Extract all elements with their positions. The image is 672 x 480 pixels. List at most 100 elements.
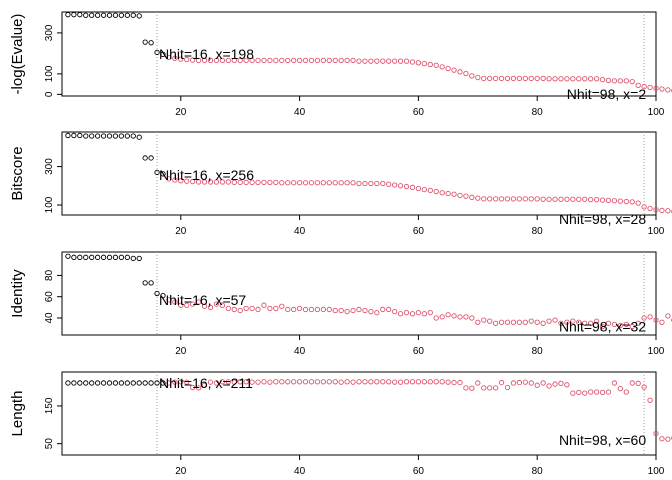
plot-frame <box>61 131 657 216</box>
x-tick-label: 20 <box>175 346 187 357</box>
x-tick-label: 20 <box>175 226 187 237</box>
x-tick-label: 100 <box>648 346 665 357</box>
top-hit-point <box>71 254 77 260</box>
top-hit-point <box>83 133 89 139</box>
hit-point <box>320 57 327 64</box>
hit-point <box>576 76 582 82</box>
hit-point <box>320 180 327 186</box>
hit-point <box>457 314 463 320</box>
top-hit-point <box>100 133 107 139</box>
hit-point <box>409 311 416 317</box>
hit-point <box>362 180 368 187</box>
hit-point <box>403 379 410 385</box>
hit-point <box>564 76 570 82</box>
hit-point <box>534 196 540 202</box>
hit-point <box>207 57 214 64</box>
hit-point <box>344 57 350 64</box>
hit-point <box>492 320 499 326</box>
hit-point <box>279 180 285 186</box>
x-tick-label: 60 <box>413 226 425 237</box>
top-hit-point <box>89 12 95 18</box>
hit-point <box>510 75 517 82</box>
hit-point <box>451 313 457 319</box>
top-hit-point <box>100 380 107 386</box>
hit-point <box>380 306 386 313</box>
hit-point <box>421 60 427 67</box>
hit-point <box>255 379 261 385</box>
hit-point <box>344 308 350 315</box>
hit-point <box>267 305 273 312</box>
hit-point <box>409 59 416 65</box>
hit-point <box>457 69 463 75</box>
hit-point <box>427 61 433 68</box>
hit-point <box>504 384 511 391</box>
hit-point <box>522 75 528 82</box>
hit-point <box>653 206 659 213</box>
hit-point <box>481 317 487 323</box>
hit-point <box>439 379 445 385</box>
hit-point <box>457 192 463 199</box>
top-hit-point <box>136 380 142 386</box>
hit-point <box>356 379 362 385</box>
hit-point <box>617 385 624 392</box>
hit-point <box>213 179 220 185</box>
hit-point <box>391 379 398 385</box>
hit-point <box>338 57 344 64</box>
top-hit-point <box>71 12 77 18</box>
hit-point <box>207 179 214 185</box>
hit-point <box>237 57 243 64</box>
hit-point <box>172 55 178 61</box>
hit-point <box>166 297 172 303</box>
top-hit-point <box>136 134 142 140</box>
hit-point <box>552 76 558 82</box>
top-hit-point <box>89 254 95 260</box>
hit-point <box>285 379 291 385</box>
panel-2: 20 40 60 80 100 100 300 Bitscore Nhit=16, x=256 N… <box>9 131 672 237</box>
hit-point <box>516 196 523 202</box>
hit-point <box>314 306 321 313</box>
hit-point <box>308 306 315 313</box>
hit-point <box>231 306 237 313</box>
hit-point <box>659 207 665 214</box>
hit-point <box>582 76 588 82</box>
hit-point <box>273 57 279 64</box>
hit-point <box>433 379 439 385</box>
hit-point <box>659 436 665 442</box>
hit-point <box>570 390 576 396</box>
hit-point <box>510 196 517 202</box>
hit-point <box>487 385 493 391</box>
top-hit-point <box>118 254 125 260</box>
hit-point <box>356 58 362 64</box>
x-tick-label: 20 <box>175 107 187 118</box>
hit-point <box>588 320 594 326</box>
hit-point <box>243 179 249 185</box>
hit-point <box>332 307 338 314</box>
hit-point <box>190 178 196 185</box>
top-hit-point <box>154 380 160 386</box>
hit-point <box>605 197 612 204</box>
hit-point <box>439 190 445 196</box>
hit-point <box>593 196 600 203</box>
hit-point <box>374 310 380 316</box>
top-hit-point <box>71 380 77 386</box>
hit-point <box>433 315 439 321</box>
x-tick-label: 60 <box>413 107 425 118</box>
hit-point <box>498 379 505 386</box>
x-tick-label: 60 <box>413 346 425 357</box>
hit-point <box>552 317 558 323</box>
hit-point <box>659 86 665 92</box>
x-tick-label: 100 <box>648 107 665 118</box>
hit-point <box>326 57 332 64</box>
hit-point <box>635 380 641 386</box>
hit-point <box>415 185 422 192</box>
hit-point <box>249 179 255 185</box>
hit-point <box>498 319 505 325</box>
hit-point <box>510 380 517 386</box>
hit-point <box>368 180 374 187</box>
top-hit-point <box>112 133 119 139</box>
hit-point <box>201 179 208 185</box>
hit-point <box>439 64 445 70</box>
hit-point <box>552 381 558 387</box>
hit-point <box>279 379 285 385</box>
x-tick-label: 100 <box>648 226 665 237</box>
